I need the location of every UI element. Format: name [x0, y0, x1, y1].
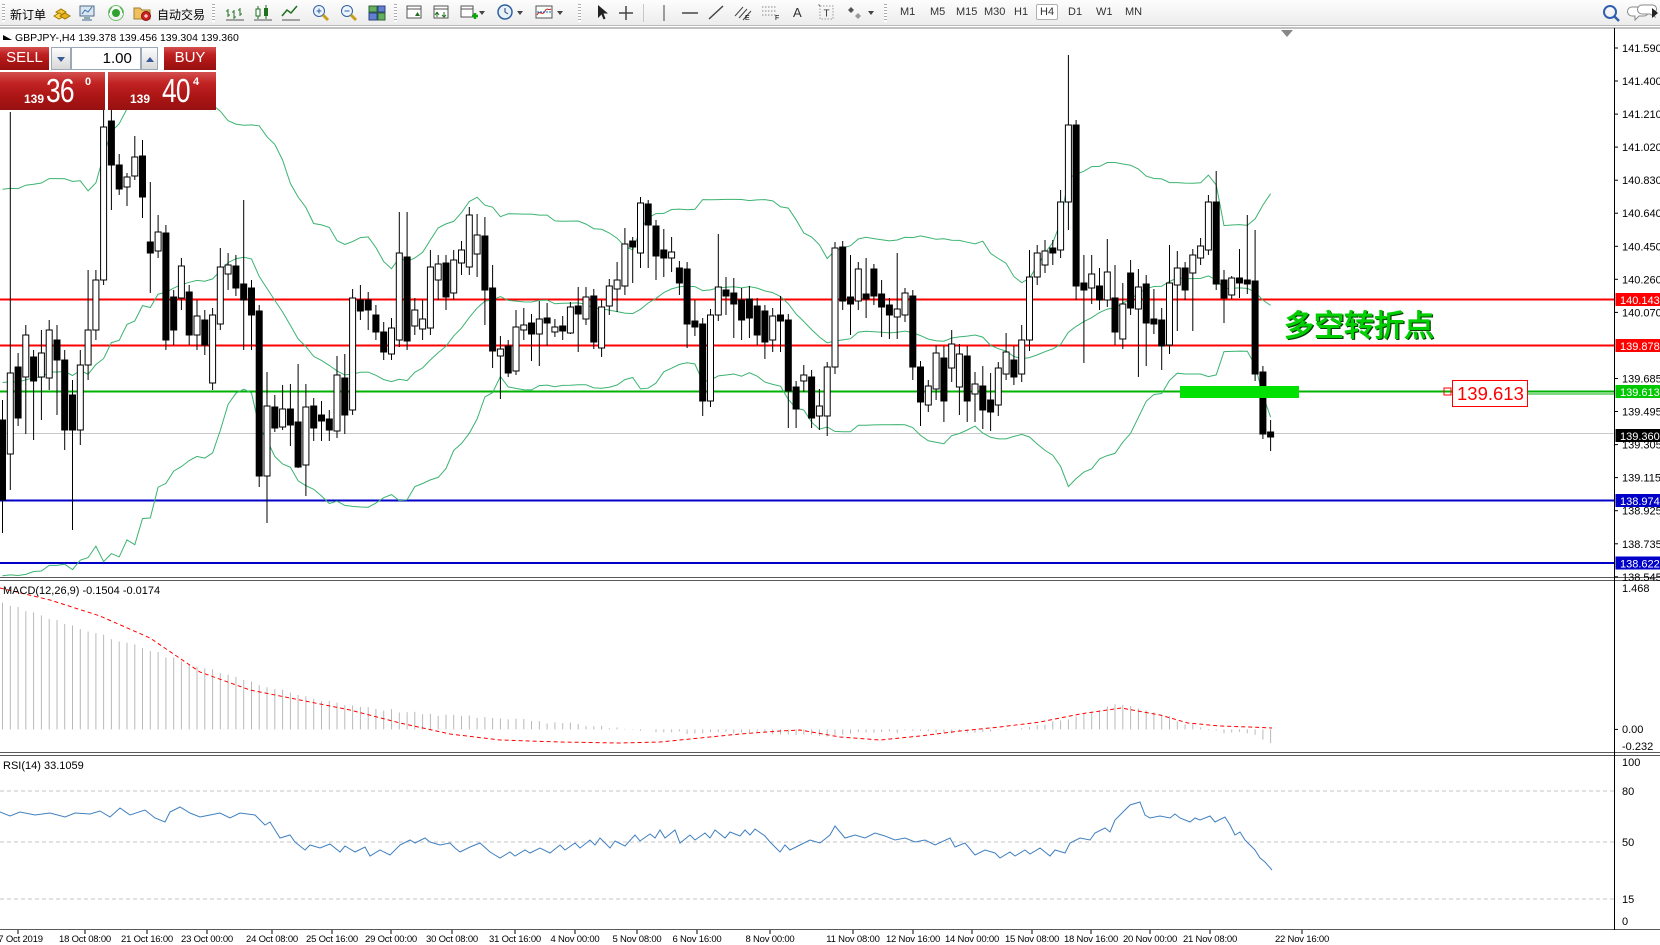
svg-text:21 Nov 08:00: 21 Nov 08:00 — [1183, 934, 1237, 945]
svg-text:4 Nov 00:00: 4 Nov 00:00 — [550, 934, 599, 945]
svg-text:24 Oct 08:00: 24 Oct 08:00 — [246, 934, 298, 945]
svg-text:MACD(12,26,9) -0.1504 -0.0174: MACD(12,26,9) -0.1504 -0.0174 — [3, 585, 160, 597]
svg-text:21 Oct 16:00: 21 Oct 16:00 — [121, 934, 173, 945]
svg-text:8 Nov 00:00: 8 Nov 00:00 — [745, 934, 794, 945]
svg-text:20 Nov 00:00: 20 Nov 00:00 — [1123, 934, 1177, 945]
svg-text:100: 100 — [1622, 757, 1640, 769]
svg-text:23 Oct 00:00: 23 Oct 00:00 — [181, 934, 233, 945]
svg-text:141.400: 141.400 — [1622, 76, 1660, 88]
svg-text:14 Nov 00:00: 14 Nov 00:00 — [945, 934, 999, 945]
svg-text:138.925: 138.925 — [1622, 506, 1660, 518]
svg-text:T: T — [824, 9, 830, 20]
svg-text:139.115: 139.115 — [1622, 473, 1660, 485]
svg-text:139.685: 139.685 — [1622, 374, 1660, 386]
svg-text:25 Oct 16:00: 25 Oct 16:00 — [306, 934, 358, 945]
svg-text:RSI(14) 33.1059: RSI(14) 33.1059 — [3, 760, 84, 772]
svg-text:140.640: 140.640 — [1622, 208, 1660, 220]
svg-text:140.260: 140.260 — [1622, 274, 1660, 286]
svg-text:18 Nov 16:00: 18 Nov 16:00 — [1064, 934, 1118, 945]
svg-text:6 Nov 16:00: 6 Nov 16:00 — [672, 934, 721, 945]
svg-text:139.613: 139.613 — [1620, 387, 1660, 399]
svg-text:141.210: 141.210 — [1622, 109, 1660, 121]
svg-text:139.360: 139.360 — [1620, 431, 1660, 443]
svg-text:139.613: 139.613 — [1457, 383, 1524, 404]
svg-text:12 Nov 16:00: 12 Nov 16:00 — [886, 934, 940, 945]
svg-text:138.545: 138.545 — [1622, 572, 1660, 584]
svg-text:15 Nov 08:00: 15 Nov 08:00 — [1005, 934, 1059, 945]
svg-text:11 Nov 08:00: 11 Nov 08:00 — [826, 934, 879, 945]
svg-text:18 Oct 08:00: 18 Oct 08:00 — [59, 934, 111, 945]
svg-text:0.00: 0.00 — [1622, 724, 1643, 736]
svg-text:E: E — [745, 15, 750, 22]
svg-text:138.735: 138.735 — [1622, 539, 1660, 551]
svg-text:0: 0 — [1622, 916, 1628, 928]
svg-text:141.590: 141.590 — [1622, 43, 1660, 55]
svg-text:30 Oct 08:00: 30 Oct 08:00 — [426, 934, 478, 945]
svg-text:139.495: 139.495 — [1622, 407, 1660, 419]
svg-text:GBPJPY-,H4 139.378 139.456 13: GBPJPY-,H4 139.378 139.456 139.304 139.3… — [15, 32, 239, 44]
svg-text:31 Oct 16:00: 31 Oct 16:00 — [489, 934, 541, 945]
svg-text:17 Oct 2019: 17 Oct 2019 — [0, 934, 43, 945]
svg-text:140.070: 140.070 — [1622, 307, 1660, 319]
svg-text:F: F — [775, 15, 779, 22]
svg-text:多空转折点: 多空转折点 — [1284, 310, 1434, 343]
svg-text:80: 80 — [1622, 786, 1634, 798]
svg-text:140.143: 140.143 — [1620, 295, 1660, 307]
svg-text:139.305: 139.305 — [1622, 440, 1660, 452]
svg-text:5 Nov 08:00: 5 Nov 08:00 — [612, 934, 661, 945]
svg-text:29 Oct 00:00: 29 Oct 00:00 — [365, 934, 417, 945]
svg-text:141.020: 141.020 — [1622, 142, 1660, 154]
svg-text:139.878: 139.878 — [1620, 341, 1660, 353]
svg-text:50: 50 — [1622, 837, 1634, 849]
svg-text:138.974: 138.974 — [1620, 496, 1660, 508]
svg-text:22 Nov 16:00: 22 Nov 16:00 — [1275, 934, 1329, 945]
svg-text:140.450: 140.450 — [1622, 241, 1660, 253]
svg-text:15: 15 — [1622, 894, 1634, 906]
svg-text:1.468: 1.468 — [1622, 583, 1650, 595]
svg-text:140.830: 140.830 — [1622, 175, 1660, 187]
svg-text:138.622: 138.622 — [1620, 559, 1660, 571]
svg-text:-0.232: -0.232 — [1622, 741, 1653, 753]
